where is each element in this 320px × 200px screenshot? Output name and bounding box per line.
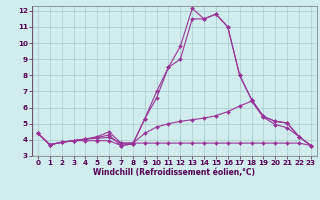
X-axis label: Windchill (Refroidissement éolien,°C): Windchill (Refroidissement éolien,°C) [93, 168, 255, 177]
